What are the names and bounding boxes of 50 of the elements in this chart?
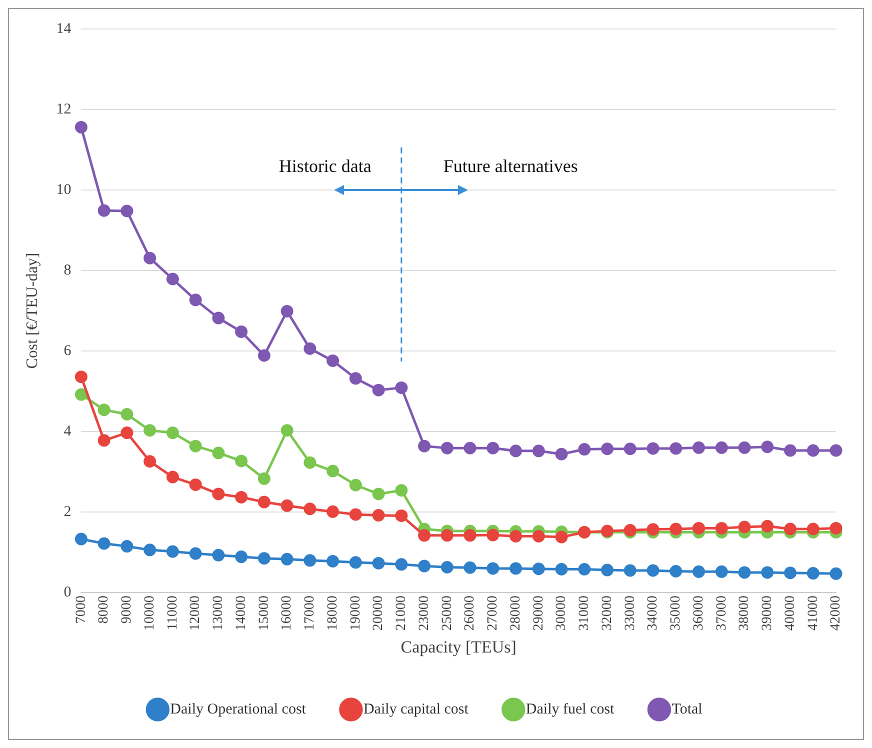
x-tick-label: 39000 xyxy=(760,596,776,631)
x-tick-label: 16000 xyxy=(280,596,295,631)
x-tick-label: 34000 xyxy=(646,596,661,631)
x-tick-label: 21000 xyxy=(394,596,410,631)
y-tick-label: 0 xyxy=(64,584,72,601)
x-tick-label: 14000 xyxy=(234,596,249,631)
x-tick-label: 15000 xyxy=(256,596,272,631)
y-tick-label: 4 xyxy=(64,424,72,440)
x-tick-label: 27000 xyxy=(486,596,501,631)
x-tick-label: 42000 xyxy=(828,596,844,631)
x-tick-label: 20000 xyxy=(371,596,386,631)
y-tick-label: 8 xyxy=(64,262,72,278)
x-tick-label: 23000 xyxy=(416,596,432,631)
x-tick-label: 32000 xyxy=(600,596,615,631)
x-tick-label: 33000 xyxy=(622,596,638,631)
x-tick-label: 36000 xyxy=(691,596,706,631)
x-tick-label: 13000 xyxy=(211,596,226,631)
x-axis-title: Capacity [TEUs] xyxy=(400,637,516,656)
x-tick-label: 11000 xyxy=(165,596,180,630)
annotation: Historic data xyxy=(278,156,372,176)
y-tick-label: 10 xyxy=(56,182,72,198)
legend-label: Daily Operational cost xyxy=(170,701,307,718)
x-tick-label: 37000 xyxy=(714,596,730,631)
x-tick-label: 31000 xyxy=(577,596,592,631)
legend-label: Daily capital cost xyxy=(363,701,470,718)
y-tick-label: 14 xyxy=(56,20,72,37)
legend-label: Daily fuel cost xyxy=(526,701,616,718)
x-tick-label: 17000 xyxy=(302,596,318,631)
y-tick-label: 2 xyxy=(64,504,72,520)
x-tick-label: 10000 xyxy=(142,596,158,631)
y-tick-label: 6 xyxy=(64,342,72,359)
x-tick-label: 18000 xyxy=(325,596,340,631)
x-tick-label: 25000 xyxy=(440,596,455,631)
x-tick-label: 41000 xyxy=(806,596,821,631)
x-tick-label: 38000 xyxy=(737,596,752,631)
x-tick-label: 19000 xyxy=(348,596,364,631)
x-tick-label: 9000 xyxy=(120,596,135,624)
x-tick-label: 35000 xyxy=(668,596,684,631)
y-axis-title: Cost [€/TEU-day] xyxy=(24,252,41,369)
x-tick-label: 26000 xyxy=(462,596,478,631)
legend-label: Total xyxy=(672,701,702,718)
x-tick-label: 30000 xyxy=(554,596,570,631)
x-tick-label: 8000 xyxy=(96,596,112,624)
x-tick-label: 12000 xyxy=(188,596,204,631)
x-tick-label: 7000 xyxy=(74,596,89,624)
x-tick-label: 29000 xyxy=(531,596,546,631)
annotation: Future alternatives xyxy=(443,156,578,176)
y-tick-label: 12 xyxy=(56,101,72,118)
x-tick-label: 40000 xyxy=(782,596,798,631)
x-tick-label: 28000 xyxy=(508,596,524,631)
